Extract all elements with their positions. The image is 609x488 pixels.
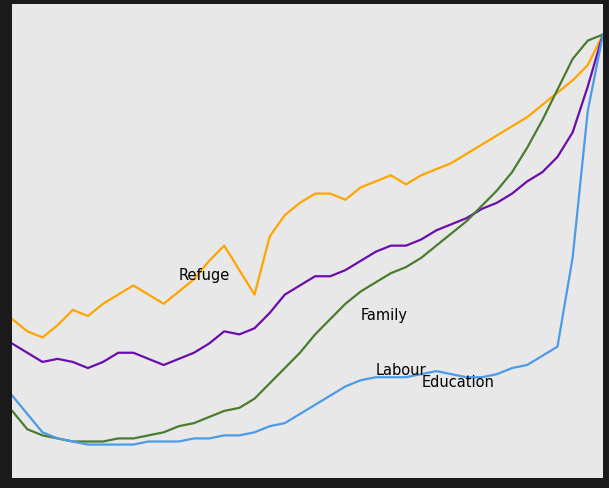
Text: Family: Family bbox=[361, 307, 407, 323]
Text: Labour: Labour bbox=[376, 363, 426, 377]
Text: Education: Education bbox=[421, 375, 494, 389]
Text: Refuge: Refuge bbox=[179, 268, 230, 283]
